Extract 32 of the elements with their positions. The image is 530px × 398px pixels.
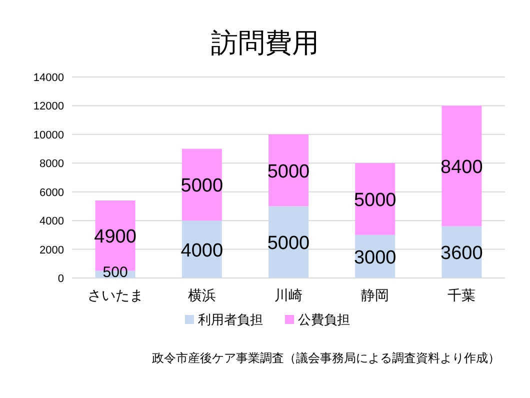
bar	[182, 148, 222, 221]
chart-title: 訪問費用	[211, 28, 319, 58]
legend-label: 利用者負担	[198, 312, 263, 327]
y-tick-label: 10000	[33, 129, 64, 142]
text: 政令市産後ケア事業調査（議会事務局による調査資料より作成）	[152, 351, 500, 365]
data-label: 5000	[180, 176, 224, 197]
y-tick-label: 0	[58, 273, 64, 285]
data-label: 5000	[354, 190, 396, 212]
y-tick-label: 8000	[40, 158, 64, 170]
bar	[268, 134, 308, 206]
y-tick-label: 14000	[33, 72, 64, 84]
bar	[268, 206, 308, 278]
legend-label: 公費負担	[298, 312, 350, 327]
data-label: 3000	[354, 247, 396, 268]
y-tick-label: 2000	[40, 244, 64, 256]
x-tick-label: 川崎	[274, 287, 302, 303]
y-tick-label: 6000	[40, 186, 64, 199]
data-label: 5000	[267, 161, 310, 182]
data-label: 8400	[440, 157, 483, 178]
bar	[442, 106, 482, 226]
x-tick-label: 千葉	[448, 287, 476, 303]
x-tick-label: さいたま	[87, 287, 144, 303]
data-label: 4000	[180, 240, 224, 262]
data-label: 3600	[440, 243, 483, 264]
y-tick-label: 4000	[40, 216, 64, 228]
y-tick-label: 12000	[33, 100, 64, 113]
x-tick-label: 静岡	[361, 287, 390, 303]
data-label: 500	[102, 264, 128, 281]
x-tick-label: 横浜	[188, 287, 216, 303]
data-label: 5000	[267, 233, 310, 254]
data-label: 4900	[94, 226, 136, 248]
bar	[355, 163, 396, 235]
